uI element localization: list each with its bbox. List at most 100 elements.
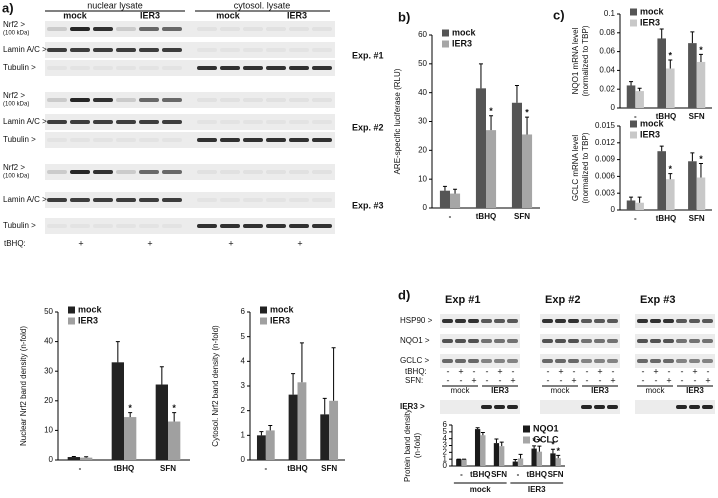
blot-band xyxy=(312,120,332,124)
blot-band xyxy=(93,170,113,174)
blot-strip xyxy=(45,114,335,130)
blot-band xyxy=(689,319,700,323)
error-bar xyxy=(629,196,634,201)
bar xyxy=(265,430,275,460)
blot-band xyxy=(139,120,159,124)
blot-band xyxy=(289,224,309,228)
blot-band xyxy=(220,138,240,142)
blot-band xyxy=(594,319,605,323)
blot-band xyxy=(243,170,263,174)
treatment-sign: - xyxy=(694,375,697,385)
error-bar xyxy=(115,341,120,363)
blot-band xyxy=(607,339,618,343)
blot-group: mock xyxy=(550,386,570,395)
blot-band xyxy=(607,319,618,323)
blot-band xyxy=(481,339,492,343)
treatment-sign: + xyxy=(78,238,83,248)
y-tick-label: 20 xyxy=(44,396,53,405)
bar xyxy=(155,384,168,460)
bar xyxy=(666,179,675,210)
treatment-sign: - xyxy=(681,366,684,376)
bar xyxy=(626,85,636,108)
blot-band xyxy=(568,359,579,363)
x-tick-label: - xyxy=(79,464,82,473)
treatment-sign: - xyxy=(499,375,502,385)
blot-band xyxy=(70,224,90,228)
blot-band xyxy=(663,319,674,323)
error-bar xyxy=(499,441,504,447)
treatment-sign: - xyxy=(473,366,476,376)
treatment-sign: + xyxy=(510,375,515,385)
treatment-sign: + xyxy=(610,375,615,385)
error-bar xyxy=(629,81,634,86)
blot-band xyxy=(197,198,217,202)
blot-band xyxy=(542,319,553,323)
error-bar xyxy=(268,424,273,431)
treatment-label: tBHQ: xyxy=(4,239,26,248)
blot-band xyxy=(689,339,700,343)
treatment-sign: - xyxy=(612,366,615,376)
y-tick-label: 3 xyxy=(241,381,246,390)
bar xyxy=(635,91,644,108)
blot-band xyxy=(243,66,263,70)
blot-group: IER3 xyxy=(686,386,704,395)
y-axis-title: Protein band density xyxy=(403,409,412,482)
blot-band xyxy=(594,359,605,363)
x-tick-label: tBHQ xyxy=(476,212,496,221)
x-tick-label: tBHQ xyxy=(114,464,134,473)
treatment-sign: + xyxy=(228,238,233,248)
blot-band xyxy=(197,98,217,102)
blot-band xyxy=(676,405,687,409)
legend-label: mock xyxy=(452,27,477,37)
bar xyxy=(517,458,524,466)
significance: * xyxy=(172,403,176,413)
treatment-sign: - xyxy=(681,375,684,385)
blot-strip xyxy=(45,60,335,76)
significance: * xyxy=(525,108,529,118)
error-bar xyxy=(299,342,304,383)
blot-band xyxy=(663,359,674,363)
blot-band xyxy=(312,198,332,202)
legend-label: mock xyxy=(78,304,103,314)
blot-band xyxy=(650,319,661,323)
y-tick-label: 2 xyxy=(443,447,448,456)
treatment-sign: - xyxy=(547,375,550,385)
row-label: Nrf2 > xyxy=(3,91,25,100)
legend-label: IER3 xyxy=(452,38,472,48)
treatment-sign: + xyxy=(471,375,476,385)
blot-band xyxy=(555,339,566,343)
blot-band xyxy=(266,27,286,31)
bar xyxy=(688,161,697,210)
blot-band xyxy=(162,120,182,124)
error-bar xyxy=(637,87,642,92)
blot-band xyxy=(312,27,332,31)
blot-band xyxy=(47,98,67,102)
blot-band xyxy=(481,405,492,409)
exp-label: Exp. #3 xyxy=(352,200,384,210)
error-bar xyxy=(668,59,673,69)
x-tick-label: tBHQ xyxy=(527,470,547,479)
error-bar xyxy=(322,397,327,415)
blot-strip xyxy=(540,314,620,328)
blot-band xyxy=(494,405,505,409)
blot-band xyxy=(162,27,182,31)
error-bar xyxy=(514,84,519,103)
blot-band xyxy=(47,48,67,52)
blot-band xyxy=(266,66,286,70)
bar xyxy=(499,446,505,466)
blot-band xyxy=(220,48,240,52)
blot-band xyxy=(243,48,263,52)
exp-label: Exp. #1 xyxy=(352,50,384,60)
blot-band xyxy=(289,66,309,70)
blot-band xyxy=(607,405,618,409)
treatment-sign: - xyxy=(586,366,589,376)
legend-swatch xyxy=(523,425,530,433)
blot-band xyxy=(468,359,479,363)
legend-label: GCLC xyxy=(533,434,559,444)
blot-band xyxy=(197,224,217,228)
blot-band xyxy=(312,48,332,52)
treatment-sign: + xyxy=(297,238,302,248)
blot-band xyxy=(507,359,518,363)
row-label: NQO1 > xyxy=(400,336,430,345)
y-tick-label: 0.08 xyxy=(599,28,615,37)
